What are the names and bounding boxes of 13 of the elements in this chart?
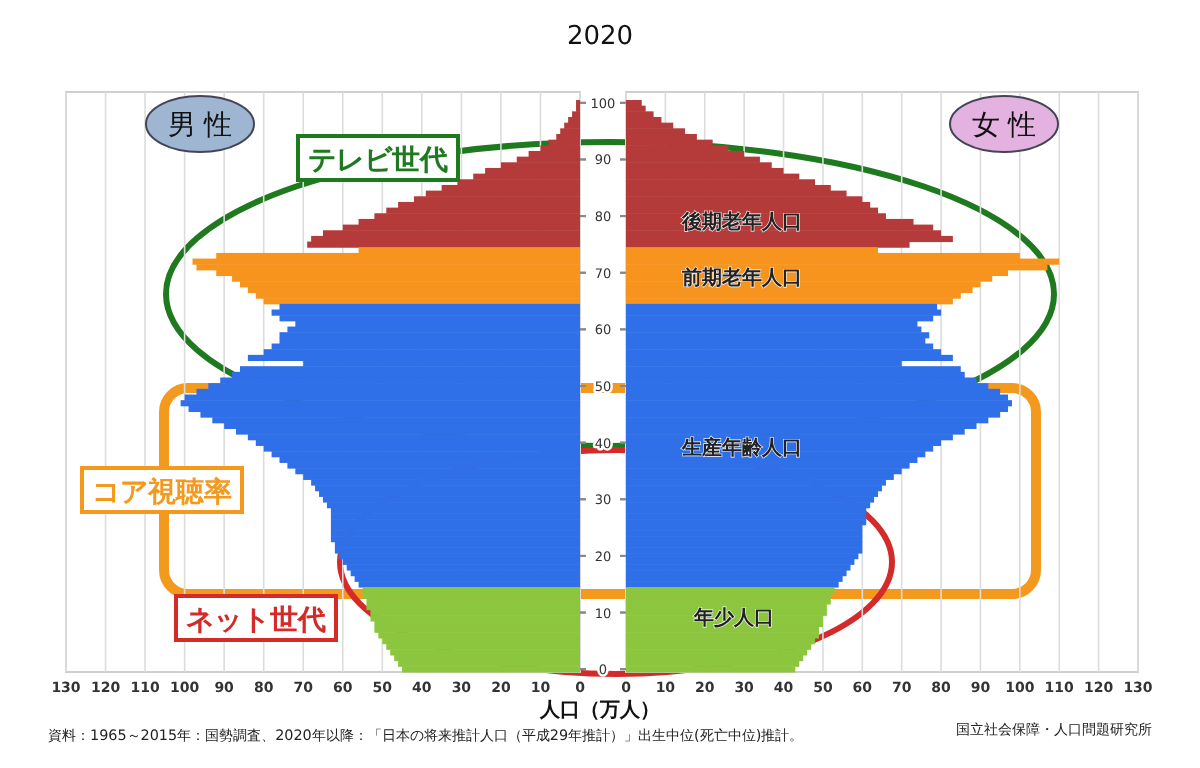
badge: 女 性 [949,95,1059,153]
annotation: 前期老年人口 [680,266,802,290]
annotation: 女 性 [971,110,1037,142]
annotation: テレビ世代 [308,145,448,177]
chart-title: 2020 [566,22,634,52]
badge: 男 性 [145,95,255,153]
annotation: 生産年齢人口 [680,436,802,460]
annotation: コア視聴率 [92,475,232,509]
annotation: ネット世代 [186,605,326,637]
annotation: 年少人口 [692,606,774,630]
annotation: 後期老年人口 [680,210,802,234]
x-axis-title: 人口（万人） [538,698,660,722]
annotation: 男 性 [167,110,233,142]
